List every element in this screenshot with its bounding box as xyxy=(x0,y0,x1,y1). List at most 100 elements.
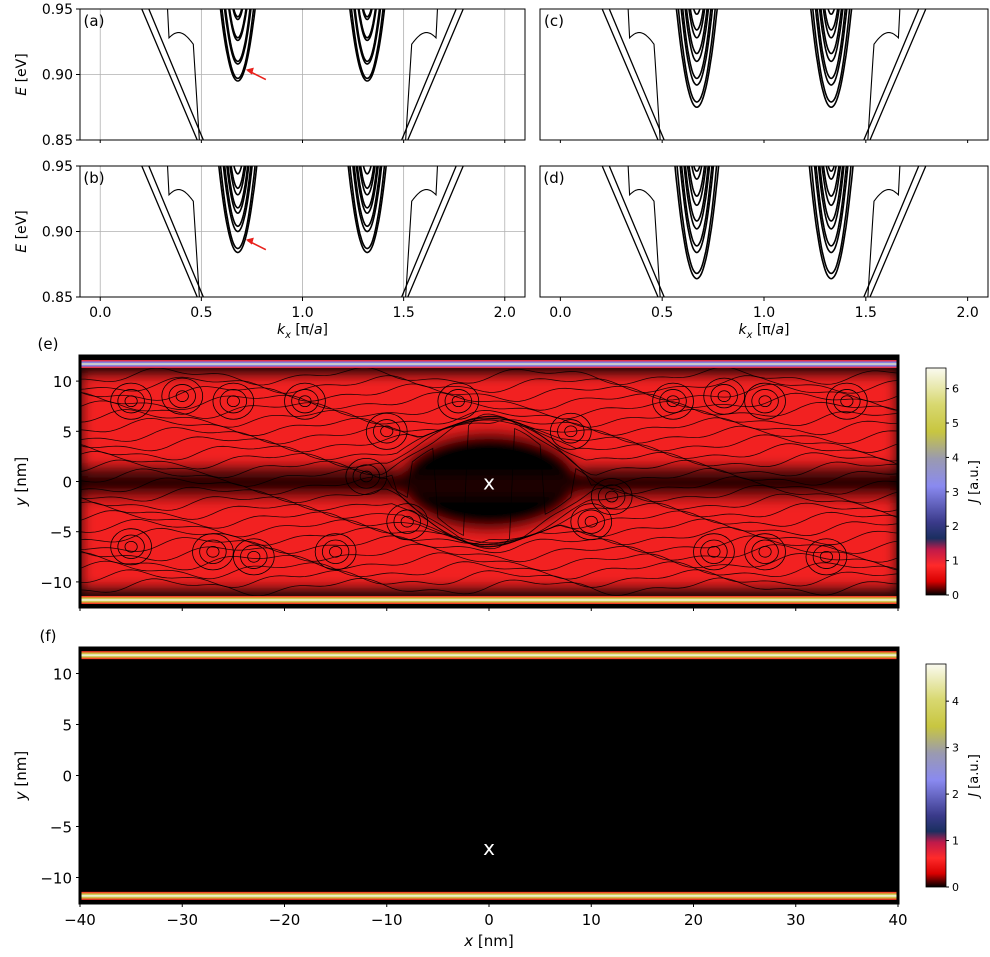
xtick-label: 2.0 xyxy=(494,305,516,321)
vortex xyxy=(124,395,138,408)
band-line xyxy=(358,9,377,39)
xtick-label: 2.0 xyxy=(957,305,979,321)
band-line xyxy=(362,166,372,175)
vortex xyxy=(557,419,585,444)
vortex xyxy=(232,538,275,576)
band-line xyxy=(223,9,252,65)
vortex xyxy=(240,544,268,569)
ytick-label: −10 xyxy=(40,574,72,592)
band-line xyxy=(608,166,665,297)
band-line xyxy=(825,166,837,180)
vortex xyxy=(700,539,728,564)
vortex xyxy=(605,490,619,503)
band-line xyxy=(692,9,701,16)
streamline xyxy=(80,577,898,597)
vortex xyxy=(812,544,841,569)
current-map-f: (f) x 10 5 0 −5 −10 −40 −30 −20 −10 0 10 20 30 40 0 1 2 3 4 J… xyxy=(40,627,983,929)
edge-current xyxy=(80,651,898,660)
band-line xyxy=(863,9,920,140)
vortex xyxy=(549,412,592,450)
panel-label: (a) xyxy=(84,12,105,30)
vortex xyxy=(751,389,779,414)
streamline xyxy=(80,552,898,571)
band-line xyxy=(827,166,836,173)
vortex xyxy=(206,545,220,558)
band-line xyxy=(688,166,706,197)
streamline xyxy=(80,484,898,548)
ytick-label: 0.90 xyxy=(42,225,73,241)
vortex xyxy=(110,382,152,420)
band-line xyxy=(814,9,848,86)
band-line xyxy=(362,9,372,18)
band-line xyxy=(229,166,247,196)
band-panel-d: (d) 0.0 0.5 1.0 1.5 2.0 xyxy=(539,165,989,321)
band-line xyxy=(233,9,243,18)
colorbar-tick-label: 3 xyxy=(952,742,959,755)
band-line xyxy=(166,166,200,297)
panel-label: (c) xyxy=(544,12,564,30)
streamline xyxy=(80,493,898,547)
band-line xyxy=(867,166,901,297)
vortex xyxy=(758,395,772,408)
band-line xyxy=(813,166,849,254)
band-ylabel: E [eV] xyxy=(14,53,30,95)
band-line xyxy=(683,166,711,230)
vortex xyxy=(577,509,605,534)
band-line xyxy=(810,166,852,275)
band-line xyxy=(627,166,661,297)
band-line xyxy=(692,166,701,173)
xtick-label: 0.5 xyxy=(651,305,673,321)
xtick-label: 1.0 xyxy=(753,305,775,321)
band-line xyxy=(869,9,927,140)
band-line xyxy=(808,166,854,280)
vortex xyxy=(284,382,326,420)
vortex xyxy=(386,503,429,541)
band-line xyxy=(680,166,713,247)
band-line xyxy=(349,166,386,250)
vortex xyxy=(437,382,480,420)
xtick-label: 0.5 xyxy=(190,305,212,321)
vortex xyxy=(226,395,240,408)
streamline xyxy=(80,409,898,428)
current-map-e: (e) x 10 5 0 −5 −10 0 1 2 3 4 5 6 J [a.u.] xyxy=(38,335,982,611)
panel-label: (b) xyxy=(83,169,104,187)
band-line xyxy=(219,166,256,250)
streamline xyxy=(80,417,898,462)
band-xlabel: kx [π/a] xyxy=(738,322,789,341)
band-line xyxy=(359,166,375,190)
vortex xyxy=(373,419,401,444)
ytick-label: 0.95 xyxy=(42,159,73,175)
vortex xyxy=(380,425,394,438)
red-arrow-head xyxy=(245,237,254,245)
vortex xyxy=(291,389,319,414)
streamline xyxy=(80,419,898,445)
depletion-line xyxy=(80,477,898,495)
band-line xyxy=(815,166,848,247)
vortex xyxy=(666,395,680,408)
band-line xyxy=(223,166,252,228)
band-line xyxy=(679,166,715,254)
map-ylabel: y [nm] xyxy=(12,457,30,507)
band-line xyxy=(218,166,258,254)
vortex xyxy=(393,509,421,534)
vortex xyxy=(199,539,227,564)
xtick-label: 0.0 xyxy=(549,305,571,321)
band-line xyxy=(684,9,710,63)
streamline xyxy=(80,560,898,580)
band-line xyxy=(601,166,659,297)
xtick-label: 40 xyxy=(888,911,907,929)
band-line xyxy=(222,166,253,233)
band-line xyxy=(219,9,256,82)
band-line xyxy=(819,166,844,222)
xtick-label: 0 xyxy=(484,911,494,929)
band-line xyxy=(400,9,457,140)
band-line xyxy=(676,166,718,275)
band-line xyxy=(822,166,840,197)
band-line xyxy=(227,166,249,209)
ytick-label: 0 xyxy=(62,768,72,786)
xtick-label: 30 xyxy=(786,911,805,929)
band-line xyxy=(358,166,376,196)
band-line xyxy=(354,9,381,63)
xtick-label: −10 xyxy=(371,911,403,929)
